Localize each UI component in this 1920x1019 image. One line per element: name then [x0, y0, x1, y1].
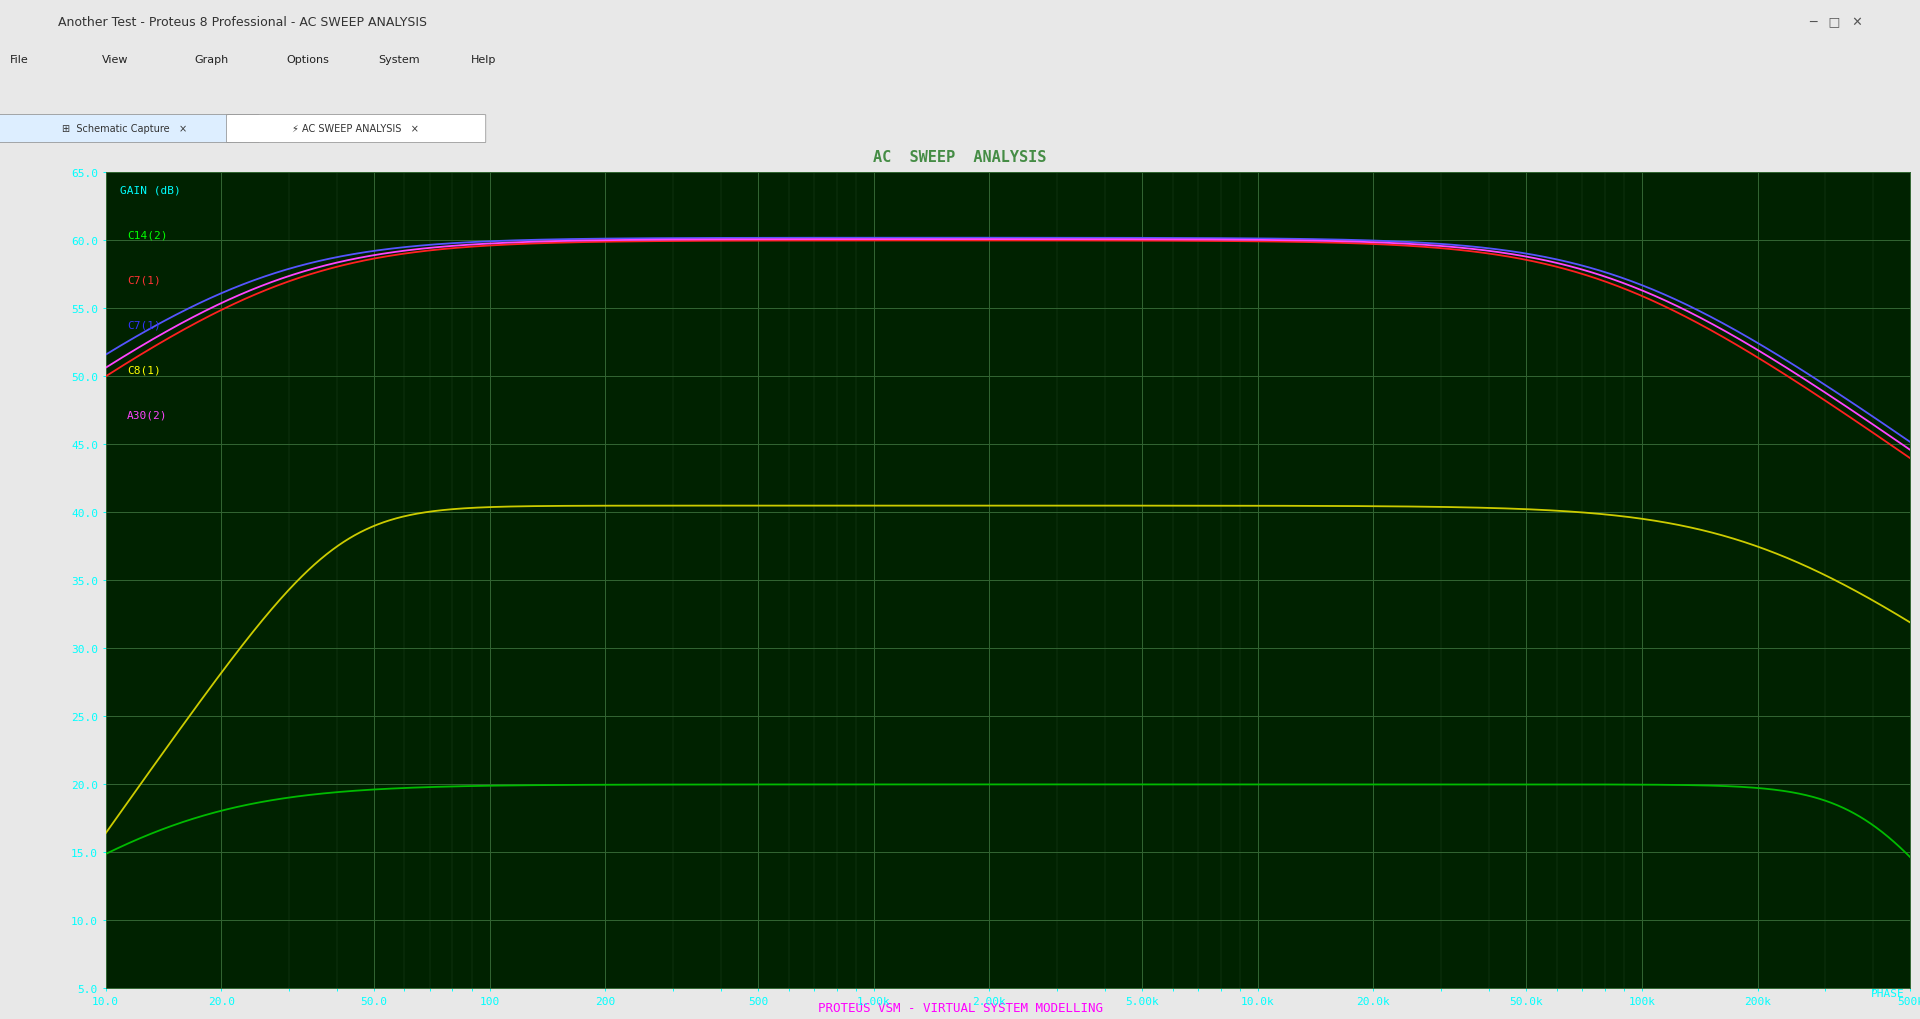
Text: AC  SWEEP  ANALYSIS: AC SWEEP ANALYSIS [874, 150, 1046, 164]
Text: View: View [102, 55, 129, 64]
Text: PHASE: PHASE [1870, 988, 1905, 999]
Text: PROTEUS VSM - VIRTUAL SYSTEM MODELLING: PROTEUS VSM - VIRTUAL SYSTEM MODELLING [818, 1002, 1102, 1014]
Text: ⊞  Schematic Capture   ×: ⊞ Schematic Capture × [61, 123, 188, 133]
Text: System: System [378, 55, 420, 64]
Text: C7(1): C7(1) [127, 275, 161, 285]
Text: Another Test - Proteus 8 Professional - AC SWEEP ANALYSIS: Another Test - Proteus 8 Professional - … [58, 16, 426, 30]
Text: C7(1): C7(1) [127, 320, 161, 330]
FancyBboxPatch shape [0, 115, 259, 144]
Text: Graph: Graph [194, 55, 228, 64]
Text: ─   □   ✕: ─ □ ✕ [1809, 16, 1862, 30]
Text: Help: Help [470, 55, 495, 64]
Text: C8(1): C8(1) [127, 365, 161, 375]
Text: Options: Options [286, 55, 328, 64]
Text: ⚡ AC SWEEP ANALYSIS   ×: ⚡ AC SWEEP ANALYSIS × [292, 123, 419, 133]
Text: A30(2): A30(2) [127, 410, 167, 420]
Text: GAIN (dB): GAIN (dB) [121, 185, 180, 196]
Text: C14(2): C14(2) [127, 230, 167, 240]
FancyBboxPatch shape [227, 115, 486, 144]
Text: File: File [10, 55, 29, 64]
